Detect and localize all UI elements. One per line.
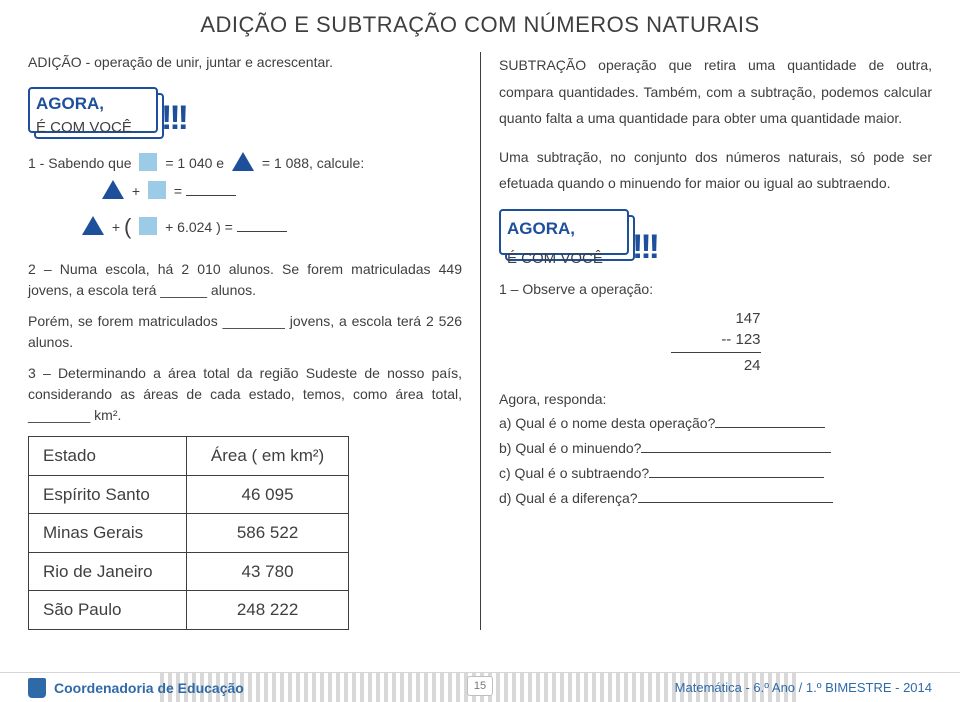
states-table: Estado Área ( em km²) Espírito Santo46 0… (28, 436, 349, 630)
table-header: Área ( em km²) (186, 437, 348, 476)
table-row: São Paulo248 222 (29, 591, 349, 630)
plus-sign: + (165, 219, 173, 235)
table-header: Estado (29, 437, 187, 476)
footer-left-text: Coordenadoria de Educação (54, 680, 244, 696)
table-row: Minas Gerais586 522 (29, 514, 349, 553)
square-icon (139, 153, 157, 171)
right-q1: 1 – Observe a operação: (499, 278, 932, 300)
agora-line2: É COM VOCÊ (507, 245, 621, 274)
page-title: ADIÇÃO E SUBTRAÇÃO COM NÚMEROS NATURAIS (28, 12, 932, 38)
q1-eq2: = 1 088, calcule: (262, 155, 364, 171)
table-cell: 46 095 (186, 475, 348, 514)
answer-blank[interactable] (641, 452, 831, 453)
footer-left: Coordenadoria de Educação (28, 678, 244, 698)
table-row: Espírito Santo46 095 (29, 475, 349, 514)
table-cell: 248 222 (186, 591, 348, 630)
agora-line2: É COM VOCÊ (36, 117, 150, 140)
exclamation-icon: !!! (161, 93, 186, 144)
triangle-icon (102, 180, 124, 199)
subtracao-para1: SUBTRAÇÃO operação que retira uma quanti… (499, 52, 932, 132)
agora-responda: Agora, responda: (499, 388, 932, 410)
plus-sign: + (112, 219, 120, 235)
answer-blank[interactable] (237, 231, 287, 232)
page-number: 15 (467, 676, 493, 696)
calc-result: 24 (671, 352, 761, 376)
square-icon (139, 217, 157, 235)
right-column: SUBTRAÇÃO operação que retira uma quanti… (480, 52, 932, 630)
footer-right-text: Matemática - 6.º Ano / 1.º BIMESTRE - 20… (675, 680, 932, 695)
open-paren: ( (124, 214, 131, 239)
answer-blank[interactable] (186, 195, 236, 196)
q1-eq1: = 1 040 e (165, 155, 224, 171)
question-1: 1 - Sabendo que = 1 040 e = 1 088, calcu… (28, 149, 462, 249)
subtracao-para2: Uma subtração, no conjunto dos números n… (499, 144, 932, 197)
triangle-icon (232, 152, 254, 171)
square-icon (148, 181, 166, 199)
table-cell: Rio de Janeiro (29, 552, 187, 591)
table-row: Rio de Janeiro43 780 (29, 552, 349, 591)
table-cell: 586 522 (186, 514, 348, 553)
agora-line1: AGORA, (507, 213, 621, 245)
left-column: ADIÇÃO - operação de unir, juntar e acre… (28, 52, 480, 630)
calc-minuend: 147 (671, 308, 761, 329)
question-2: 2 – Numa escola, há 2 010 alunos. Se for… (28, 259, 462, 301)
agora-box-right: AGORA, É COM VOCÊ !!! (499, 209, 629, 255)
answer-blank[interactable] (638, 502, 833, 503)
table-cell: Espírito Santo (29, 475, 187, 514)
page-footer: Coordenadoria de Educação 15 Matemática … (0, 672, 960, 702)
plus-sign: + (132, 183, 140, 199)
answer-blank[interactable] (649, 477, 824, 478)
answer-blank[interactable] (715, 427, 825, 428)
subtraction-calc: 147 -- 123 24 (671, 308, 761, 376)
table-cell: São Paulo (29, 591, 187, 630)
adicao-definition: ADIÇÃO - operação de unir, juntar e acre… (28, 52, 462, 73)
question-3: 3 – Determinando a área total da região … (28, 363, 462, 426)
table-cell: Minas Gerais (29, 514, 187, 553)
q-c: c) Qual é o subtraendo? (499, 465, 649, 481)
table-header-row: Estado Área ( em km²) (29, 437, 349, 476)
q-a: a) Qual é o nome desta operação? (499, 415, 715, 431)
question-2b: Porém, se forem matriculados ________ jo… (28, 311, 462, 353)
equals-sign: = (174, 183, 182, 199)
triangle-icon (82, 216, 104, 235)
q1-num: 6.024 ) = (177, 219, 233, 235)
calc-subtrahend: -- 123 (671, 329, 761, 350)
agora-line1: AGORA, (36, 91, 150, 117)
crest-icon (28, 678, 46, 698)
agora-box-left: AGORA, É COM VOCÊ !!! (28, 87, 158, 133)
q-d: d) Qual é a diferença? (499, 490, 638, 506)
q1-text-a: 1 - Sabendo que (28, 155, 132, 171)
exclamation-icon: !!! (632, 215, 657, 280)
q-b: b) Qual é o minuendo? (499, 440, 641, 456)
two-columns: ADIÇÃO - operação de unir, juntar e acre… (28, 52, 932, 630)
table-cell: 43 780 (186, 552, 348, 591)
